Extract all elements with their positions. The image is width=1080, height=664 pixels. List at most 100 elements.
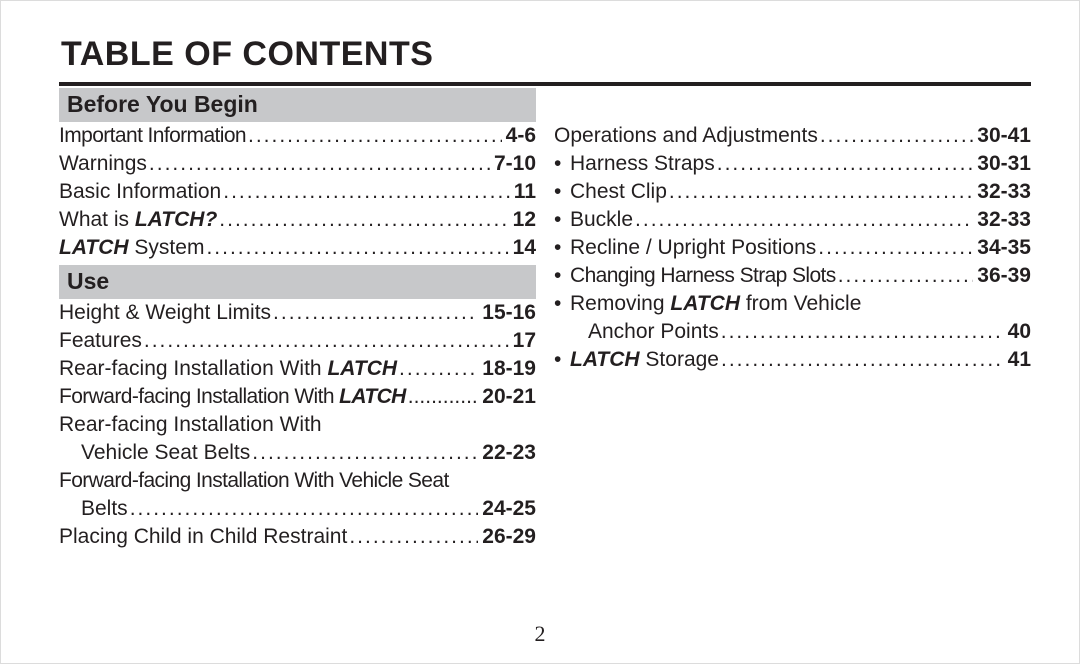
entry-page: 32-33 xyxy=(973,206,1031,234)
entry-label: Changing Harness Strap Slots xyxy=(570,262,836,290)
entry-label: Harness Straps xyxy=(570,150,715,178)
entry-label: Chest Clip xyxy=(570,178,667,206)
left-column: Before You Begin Important Information 4… xyxy=(59,86,536,551)
toc-entry: Belts 24-25 xyxy=(59,495,536,523)
toc-entry: Important Information 4-6 xyxy=(59,122,536,150)
text: Forward-facing Installation With xyxy=(59,385,339,408)
toc-columns: Before You Begin Important Information 4… xyxy=(59,86,1031,551)
entry-page: 40 xyxy=(1004,318,1031,346)
entry-label: Removing LATCH from Vehicle xyxy=(570,290,861,318)
entry-page: 34-35 xyxy=(973,234,1031,262)
entry-label: Height & Weight Limits xyxy=(59,299,271,327)
leader-dots xyxy=(836,262,974,290)
leader-dots xyxy=(633,206,973,234)
leader-dots xyxy=(271,299,478,327)
bullet-icon: • xyxy=(554,346,570,374)
entry-page: 32-33 xyxy=(973,178,1031,206)
bullet-icon: • xyxy=(554,262,570,290)
text: System xyxy=(129,236,205,259)
leader-dots xyxy=(816,234,973,262)
entry-page: 30-41 xyxy=(973,122,1031,150)
toc-entry: Vehicle Seat Belts 22-23 xyxy=(59,439,536,467)
entry-page: 20-21 xyxy=(478,383,536,411)
latch-bold-italic: LATCH xyxy=(339,385,406,408)
toc-entry: • Recline / Upright Positions 34-35 xyxy=(554,234,1031,262)
entry-label: Anchor Points xyxy=(588,318,719,346)
bullet-icon: • xyxy=(554,234,570,262)
leader-dots xyxy=(221,178,510,206)
leader-dots xyxy=(250,439,478,467)
toc-entry: Height & Weight Limits 15-16 xyxy=(59,299,536,327)
toc-entry: Basic Information 11 xyxy=(59,178,536,206)
entry-page: 24-25 xyxy=(478,495,536,523)
leader-dots xyxy=(347,523,478,551)
leader-dots xyxy=(397,355,478,383)
latch-bold-italic: LATCH xyxy=(570,348,640,371)
text: Storage xyxy=(640,348,719,371)
latch-bold-italic: LATCH xyxy=(59,236,129,259)
page: Table Of Contents Before You Begin Impor… xyxy=(0,0,1080,664)
entry-label: Warnings xyxy=(59,150,147,178)
entry-page: 15-16 xyxy=(478,299,536,327)
leader-dots xyxy=(128,495,479,523)
toc-entry: Warnings 7-10 xyxy=(59,150,536,178)
entry-page: 11 xyxy=(510,178,536,206)
entry-page: 4-6 xyxy=(502,122,536,150)
entry-page: 7-10 xyxy=(490,150,536,178)
latch-bold-italic: LATCH xyxy=(327,357,397,380)
toc-entry: Placing Child in Child Restraint 26-29 xyxy=(59,523,536,551)
entry-page: 36-39 xyxy=(973,262,1031,290)
toc-entry: Features 17 xyxy=(59,327,536,355)
entry-label: Features xyxy=(59,327,142,355)
section-before-you-begin: Before You Begin xyxy=(59,88,536,122)
leader-dots xyxy=(142,327,509,355)
text: What is xyxy=(59,208,135,231)
entry-page: 18-19 xyxy=(478,355,536,383)
entry-label: Placing Child in Child Restraint xyxy=(59,523,347,551)
toc-entry: Anchor Points 40 xyxy=(554,318,1031,346)
leader-dots xyxy=(667,178,973,206)
leader-dots xyxy=(818,122,973,150)
leader-dots xyxy=(217,206,508,234)
text: Removing xyxy=(570,292,670,315)
bullet-icon: • xyxy=(554,206,570,234)
leader-dots xyxy=(719,318,1004,346)
entry-page: 17 xyxy=(509,327,536,355)
leader-dots xyxy=(246,122,502,150)
entry-label: Rear-facing Installation With LATCH xyxy=(59,355,397,383)
toc-entry: • Chest Clip 32-33 xyxy=(554,178,1031,206)
entry-label: Important Information xyxy=(59,122,246,150)
toc-title: Table Of Contents xyxy=(61,35,1031,74)
latch-bold-italic: LATCH xyxy=(670,292,740,315)
bullet-icon: • xyxy=(554,290,570,318)
toc-entry: • Harness Straps 30-31 xyxy=(554,150,1031,178)
entry-label: LATCH System xyxy=(59,234,204,262)
entry-page: 14 xyxy=(509,234,536,262)
entry-label: Forward-facing Installation With LATCH xyxy=(59,383,406,411)
entry-page: 26-29 xyxy=(478,523,536,551)
entry-label: LATCH Storage xyxy=(570,346,719,374)
toc-entry-wrap-line1: Rear-facing Installation With xyxy=(59,411,536,439)
leader-dots xyxy=(406,383,479,411)
toc-entry: • LATCH Storage 41 xyxy=(554,346,1031,374)
toc-entry: • Changing Harness Strap Slots 36-39 xyxy=(554,262,1031,290)
entry-label: Belts xyxy=(81,495,128,523)
leader-dots xyxy=(715,150,974,178)
toc-entry-wrap-line1: Forward-facing Installation With Vehicle… xyxy=(59,467,536,495)
entry-page: 30-31 xyxy=(973,150,1031,178)
toc-entry: Operations and Adjustments 30-41 xyxy=(554,122,1031,150)
entry-page: 22-23 xyxy=(478,439,536,467)
entry-label: Buckle xyxy=(570,206,633,234)
entry-label: Vehicle Seat Belts xyxy=(81,439,250,467)
text: from Vehicle xyxy=(740,292,861,315)
entry-label: Basic Information xyxy=(59,178,221,206)
leader-dots xyxy=(147,150,490,178)
bullet-icon: • xyxy=(554,150,570,178)
entry-label: What is LATCH? xyxy=(59,206,217,234)
entry-page: 41 xyxy=(1004,346,1031,374)
toc-entry: Rear-facing Installation With LATCH 18-1… xyxy=(59,355,536,383)
entry-label: Operations and Adjustments xyxy=(554,122,818,150)
entry-page: 12 xyxy=(509,206,536,234)
leader-dots xyxy=(719,346,1004,374)
leader-dots xyxy=(204,234,508,262)
